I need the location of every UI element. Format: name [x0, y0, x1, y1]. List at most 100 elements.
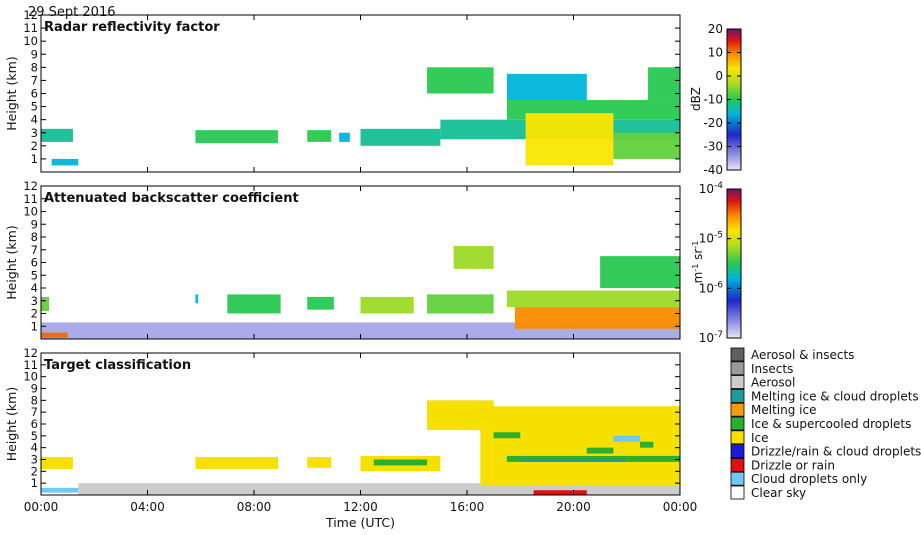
- y-tick-label: 9: [31, 217, 38, 231]
- panel-title: Radar reflectivity factor: [44, 20, 220, 35]
- x-tick-label: 20:00: [556, 500, 591, 514]
- x-tick-label: 12:00: [343, 500, 378, 514]
- data-region: [525, 113, 614, 166]
- data-region: [520, 459, 627, 462]
- y-tick-label: 8: [31, 230, 38, 244]
- legend-label: Aerosol & insects: [751, 348, 854, 362]
- y-tick-label: 7: [31, 405, 38, 419]
- x-tick-label: 00:00: [663, 500, 698, 514]
- data-region: [339, 132, 350, 142]
- legend-swatch: [730, 402, 745, 417]
- x-tick-label: 00:00: [24, 500, 59, 514]
- colorbar-gradient: [726, 188, 742, 339]
- colorbar-label: m-1 sr-1: [691, 241, 706, 284]
- y-tick-label: 3: [31, 453, 38, 467]
- legend-swatch: [730, 444, 745, 459]
- x-tick-label: 16:00: [450, 500, 485, 514]
- data-region: [514, 307, 680, 329]
- x-tick-label: 04:00: [130, 500, 165, 514]
- y-tick-label: 11: [23, 192, 38, 206]
- data-region: [613, 435, 641, 442]
- data-region: [506, 455, 680, 462]
- y-tick-label: 12: [23, 8, 38, 22]
- data-region: [360, 296, 414, 314]
- data-region: [600, 256, 680, 288]
- data-region: [41, 457, 73, 469]
- legend-label: Ice & supercooled droplets: [751, 417, 911, 431]
- data-region: [41, 332, 68, 338]
- y-tick-label: 4: [31, 441, 38, 455]
- legend-swatch: [730, 457, 745, 472]
- colorbar-tick-label: 10-6: [699, 280, 724, 295]
- legend-swatch: [730, 375, 745, 390]
- y-tick-label: 5: [31, 268, 38, 282]
- legend-label: Clear sky: [751, 486, 806, 500]
- y-tick-label: 4: [31, 281, 38, 295]
- y-tick-label: 10: [23, 370, 38, 384]
- legend-swatch: [730, 361, 745, 376]
- colorbar-label: dBZ: [689, 87, 703, 111]
- legend-swatch: [730, 388, 745, 403]
- data-region: [227, 294, 281, 314]
- legend-label: Aerosol: [751, 376, 795, 390]
- colorbar-backscatter: 10-4 10-5 10-6 10-7 m-1 sr-1: [691, 181, 742, 345]
- y-tick-label: 8: [31, 60, 38, 74]
- colorbar-tick-label: 10-7: [699, 330, 723, 345]
- colorbar-tick-label: -10: [703, 93, 723, 107]
- y-tick-label: 12: [23, 179, 38, 193]
- data-region: [533, 490, 587, 495]
- colorbar-tick-label: -20: [703, 116, 723, 130]
- legend-label: Insects: [751, 362, 793, 376]
- data-layer: [41, 400, 680, 495]
- legend-label: Melting ice & cloud droplets: [751, 389, 919, 403]
- data-region: [373, 459, 428, 466]
- data-region: [493, 432, 521, 439]
- y-tick-label: 10: [23, 34, 38, 48]
- data-region: [78, 483, 680, 495]
- y-tick-label: 1: [31, 476, 38, 490]
- y-tick-label: 1: [31, 152, 38, 166]
- data-region: [195, 130, 278, 144]
- legend-label: Drizzle/rain & cloud droplets: [751, 445, 921, 459]
- legend-label: Ice: [751, 431, 769, 445]
- legend-swatch: [730, 347, 745, 362]
- y-tick-label: 2: [31, 464, 38, 478]
- colorbar-tick-label: 10: [708, 46, 723, 60]
- y-axis-label: Height (km): [4, 225, 19, 299]
- y-tick-label: 10: [23, 205, 38, 219]
- colorbar-tick-label: 10-4: [699, 181, 724, 196]
- legend-label: Melting ice: [751, 403, 816, 417]
- y-tick-label: 5: [31, 429, 38, 443]
- legend-label: Drizzle or rain: [751, 458, 835, 472]
- data-region: [41, 487, 79, 493]
- legend-swatch: [730, 430, 745, 445]
- y-tick-label: 3: [31, 126, 38, 140]
- y-tick-label: 2: [31, 139, 38, 153]
- colorbar-tick-label: 0: [715, 69, 723, 83]
- data-region: [307, 457, 332, 468]
- data-region: [41, 296, 49, 311]
- x-axis-label: Time (UTC): [325, 515, 395, 530]
- data-region: [195, 457, 278, 469]
- y-tick-label: 8: [31, 393, 38, 407]
- y-tick-label: 3: [31, 294, 38, 308]
- data-region: [307, 296, 334, 310]
- legend-swatch: [730, 471, 745, 486]
- data-region: [360, 128, 441, 146]
- data-region: [506, 73, 587, 101]
- colorbar-tick-label: -30: [703, 140, 723, 154]
- y-tick-label: 6: [31, 87, 38, 101]
- y-axis-label: Height (km): [4, 56, 19, 130]
- data-region: [427, 67, 494, 94]
- data-region: [586, 447, 614, 454]
- data-region: [453, 245, 494, 269]
- data-region: [648, 67, 680, 101]
- y-tick-label: 6: [31, 256, 38, 270]
- y-axis-label: Height (km): [4, 387, 19, 461]
- y-tick-label: 11: [23, 21, 38, 35]
- legend-label: Cloud droplets only: [751, 472, 867, 486]
